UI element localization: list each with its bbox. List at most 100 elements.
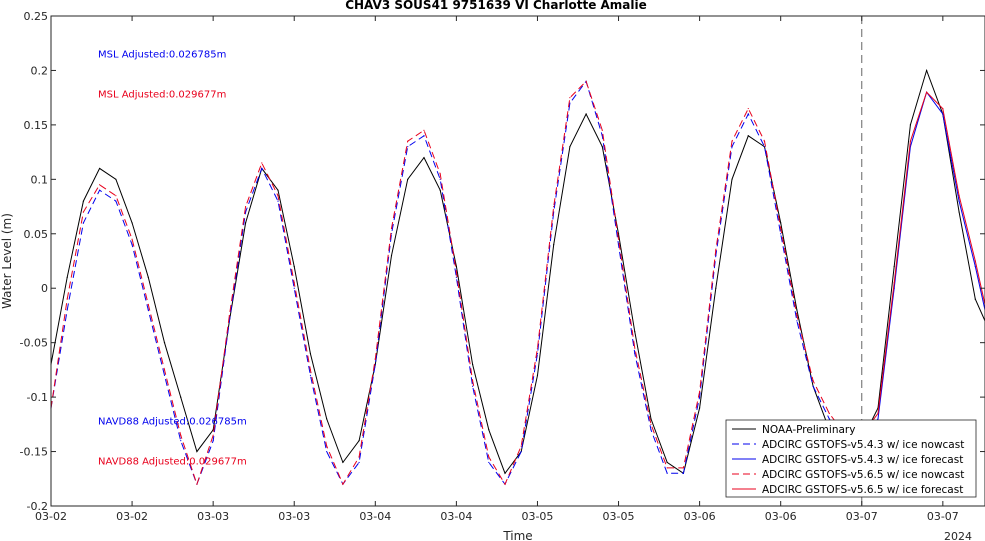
series-point-5 xyxy=(942,107,944,110)
series-point-4 xyxy=(212,434,214,436)
legend: NOAA-Preliminary ADCIRC GSTOFS-v5.4.3 w/ … xyxy=(725,419,977,498)
series-point-1 xyxy=(926,69,928,72)
x-tick-label: 03-02 xyxy=(35,510,67,523)
series-point-2 xyxy=(747,113,749,115)
series-point-1 xyxy=(131,222,133,224)
annotation-3: NAVD88 Adjusted:0.026785m xyxy=(98,416,247,427)
series-point-2 xyxy=(261,167,263,170)
series-point-4 xyxy=(699,391,701,393)
annotations: MSL Adjusted:0.026785m MSL Adjusted:0.029… xyxy=(98,49,247,467)
series-point-4 xyxy=(617,238,620,240)
series-point-4 xyxy=(261,162,263,164)
x-tick-label: 03-04 xyxy=(440,510,472,523)
series-point-1 xyxy=(407,178,409,180)
series-point-4 xyxy=(82,211,85,213)
series-point-4 xyxy=(520,445,522,447)
x-tick-label: 03-05 xyxy=(603,510,635,523)
series-point-1 xyxy=(893,265,895,268)
y-tick-label: 0.1 xyxy=(31,173,49,186)
series-point-4 xyxy=(439,173,441,175)
x-tick-label: 03-03 xyxy=(278,510,310,523)
series-point-2 xyxy=(731,146,733,148)
series-point-1 xyxy=(277,189,279,191)
series-point-4 xyxy=(358,456,360,458)
series-point-2 xyxy=(115,200,117,202)
series-point-4 xyxy=(796,314,798,317)
series-point-2 xyxy=(812,385,814,387)
series-point-2 xyxy=(439,178,441,180)
series-point-3 xyxy=(877,418,879,420)
series-point-1 xyxy=(196,450,198,453)
x-tick-label: 03-02 xyxy=(116,510,148,523)
series-point-4 xyxy=(828,412,830,415)
series-point-2 xyxy=(488,461,490,464)
series-point-2 xyxy=(131,244,133,246)
series-point-2 xyxy=(374,363,376,366)
series-point-1 xyxy=(342,461,344,464)
y-tick-label: 0.25 xyxy=(24,10,49,23)
y-axis: -0.2 -0.15 -0.1 -0.05 0 0.05 0.1 0.15 0.2 0.25 xyxy=(20,10,985,513)
series-point-2 xyxy=(277,200,279,202)
x-axis-title: Time xyxy=(502,529,532,541)
series-point-4 xyxy=(293,282,295,284)
series-point-5 xyxy=(958,195,960,197)
series-point-2 xyxy=(99,189,101,191)
series-point-1 xyxy=(601,146,603,148)
series-point-1 xyxy=(909,124,912,126)
series-point-4 xyxy=(326,445,328,447)
series-point-4 xyxy=(488,456,490,458)
y-tick-label: 0.05 xyxy=(24,228,49,241)
series-point-1 xyxy=(569,146,571,148)
chart-title: CHAV3 SOUS41 9751639 VI Charlotte Amalie xyxy=(345,0,647,12)
series-point-1 xyxy=(455,265,457,268)
series-point-2 xyxy=(407,146,409,148)
x-tick-label: 03-07 xyxy=(846,510,878,523)
series-point-2 xyxy=(796,320,798,322)
y-tick-label: -0.15 xyxy=(20,446,48,459)
series-point-5 xyxy=(877,412,879,415)
series-point-2 xyxy=(212,440,214,442)
legend-label-1: NOAA-Preliminary xyxy=(762,424,855,436)
series-point-5 xyxy=(974,260,976,262)
series-point-4 xyxy=(455,271,457,273)
x-tick-label: 03-05 xyxy=(521,510,553,523)
series-point-2 xyxy=(471,385,474,387)
series-point-1 xyxy=(650,418,652,420)
series-point-4 xyxy=(471,380,474,382)
annotation-1: MSL Adjusted:0.026785m xyxy=(98,49,226,60)
series-point-2 xyxy=(358,461,360,464)
series-point-4 xyxy=(731,140,733,142)
series-point-4 xyxy=(309,369,312,371)
series-point-4 xyxy=(131,238,133,240)
legend-box xyxy=(725,419,977,498)
series-point-3 xyxy=(958,200,960,202)
series-point-4 xyxy=(196,483,198,485)
x-tick-label: 03-07 xyxy=(927,510,959,523)
series-line-2 xyxy=(50,80,862,486)
series-point-2 xyxy=(163,374,166,376)
series-point-3 xyxy=(942,113,944,115)
x-tick-label: 03-04 xyxy=(359,510,391,523)
series-point-1 xyxy=(585,113,587,115)
series-point-5 xyxy=(909,140,912,142)
series-point-4 xyxy=(115,195,117,197)
series-point-1 xyxy=(553,244,555,246)
series-point-2 xyxy=(828,418,830,420)
series-point-2 xyxy=(682,472,684,474)
series-point-1 xyxy=(796,309,798,311)
series-point-1 xyxy=(99,167,101,170)
x-tick-label: 03-06 xyxy=(765,510,797,523)
series-point-2 xyxy=(423,135,425,137)
series-point-1 xyxy=(504,472,506,474)
series-point-1 xyxy=(666,461,668,464)
series-point-4 xyxy=(634,347,636,349)
series-point-4 xyxy=(228,314,230,317)
series-point-3 xyxy=(974,265,976,268)
y-tick-label: -0.05 xyxy=(20,337,48,350)
series-point-1 xyxy=(163,342,166,344)
series-point-2 xyxy=(309,374,312,376)
series-point-4 xyxy=(601,129,603,131)
series-point-4 xyxy=(715,249,717,251)
series-point-1 xyxy=(471,363,474,366)
series-point-2 xyxy=(780,233,782,235)
